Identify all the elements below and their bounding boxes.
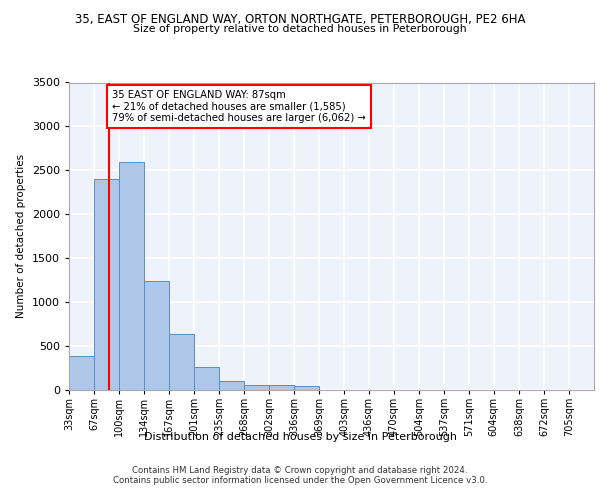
Bar <box>269 384 295 390</box>
Bar <box>94 179 119 390</box>
Bar <box>194 367 219 390</box>
Bar <box>169 334 194 390</box>
Bar <box>219 381 244 390</box>
Text: Distribution of detached houses by size in Peterborough: Distribution of detached houses by size … <box>143 432 457 442</box>
Text: 35, EAST OF ENGLAND WAY, ORTON NORTHGATE, PETERBOROUGH, PE2 6HA: 35, EAST OF ENGLAND WAY, ORTON NORTHGATE… <box>75 12 525 26</box>
Bar <box>69 356 94 390</box>
Bar <box>119 162 144 390</box>
Text: Contains public sector information licensed under the Open Government Licence v3: Contains public sector information licen… <box>113 476 487 485</box>
Text: Size of property relative to detached houses in Peterborough: Size of property relative to detached ho… <box>133 24 467 34</box>
Text: Contains HM Land Registry data © Crown copyright and database right 2024.: Contains HM Land Registry data © Crown c… <box>132 466 468 475</box>
Bar <box>295 386 319 390</box>
Y-axis label: Number of detached properties: Number of detached properties <box>16 154 26 318</box>
Bar <box>244 384 269 390</box>
Text: 35 EAST OF ENGLAND WAY: 87sqm
← 21% of detached houses are smaller (1,585)
79% o: 35 EAST OF ENGLAND WAY: 87sqm ← 21% of d… <box>112 90 366 122</box>
Bar <box>144 281 169 390</box>
